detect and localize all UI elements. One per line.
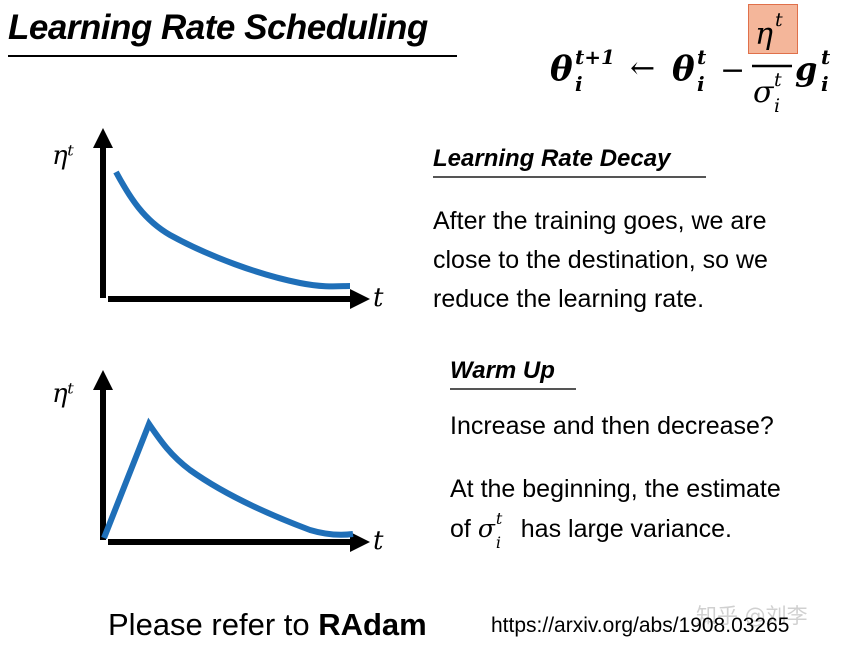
arxiv-link[interactable]: https://arxiv.org/abs/1908.03265 (491, 614, 790, 637)
decay-line-3: reduce the learning rate. (433, 285, 705, 313)
warmup-heading: Warm Up (450, 357, 555, 384)
warmup-x-axis-label: t (373, 526, 384, 556)
svg-text:ηᵗ: ηᵗ (52, 141, 75, 171)
watermark: 知乎 @刘李 (696, 604, 808, 628)
theta-lhs: θ (550, 49, 573, 89)
warmup-curve (101, 417, 354, 540)
grad-sup: t (821, 45, 831, 69)
decay-x-axis-label: t (373, 283, 384, 313)
decay-line-1: After the training goes, we are (433, 207, 767, 235)
decay-chart: ηᵗ t (52, 128, 384, 313)
decay-line-2: close to the destination, so we (433, 246, 768, 274)
warmup-chart: ηᵗ t (52, 370, 384, 556)
warmup-line-2: At the beginning, the estimate (450, 475, 781, 503)
footer-reference: Please refer to RAdam (108, 607, 427, 642)
minus-sign: − (720, 53, 745, 88)
theta-lhs-sub: i (575, 72, 583, 96)
sigma-denominator-sup: t (774, 69, 782, 91)
formula-svg: θ t+1 i ← θ t i − η t σ t i g t i (550, 9, 831, 117)
theta-rhs: θ (672, 49, 695, 89)
warmup-y-axis-arrow-icon (93, 370, 113, 390)
warmup-x-axis-arrow-icon (350, 532, 370, 552)
eta-numerator-sup: t (775, 9, 783, 31)
theta-rhs-sup: t (697, 45, 707, 69)
decay-y-axis-arrow-icon (93, 128, 113, 148)
decay-x-axis-arrow-icon (350, 289, 370, 309)
decay-curve (113, 170, 351, 290)
slide-title: Learning Rate Scheduling (8, 8, 428, 47)
decay-description: After the training goes, we are close to… (433, 202, 768, 319)
sigma-denominator: σ (753, 75, 775, 110)
grad-g: g (795, 50, 817, 88)
warmup-of: of (450, 515, 471, 543)
warmup-question: Increase and then decrease? (450, 412, 774, 440)
radam-bold: RAdam (318, 607, 427, 642)
warmup-variance-text: has large variance. (520, 515, 732, 543)
title-underline (8, 55, 457, 57)
update-formula: θ t+1 i ← θ t i − η t σ t i g t i (548, 0, 848, 118)
warmup-heading-underline (450, 388, 576, 390)
decay-y-axis-label: ηᵗ (52, 141, 75, 171)
eta-numerator: η (755, 17, 773, 52)
assign-arrow: ← (630, 51, 655, 86)
theta-rhs-sub: i (697, 72, 705, 96)
decay-heading-underline (433, 176, 706, 178)
decay-heading: Learning Rate Decay (433, 145, 671, 172)
theta-lhs-sup: t+1 (575, 45, 615, 69)
grad-sub: i (821, 72, 829, 96)
sigma-denominator-sub: i (774, 95, 780, 117)
eta-highlight-box (748, 4, 798, 54)
warmup-y-axis-label: ηᵗ (52, 379, 75, 409)
svg-text:ηᵗ: ηᵗ (52, 379, 75, 409)
